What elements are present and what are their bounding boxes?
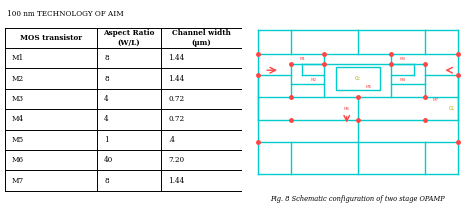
Text: M2: M2 [12, 75, 24, 83]
Text: M7: M7 [433, 98, 439, 102]
Text: M5: M5 [12, 136, 24, 144]
Text: 7.20: 7.20 [168, 156, 184, 164]
Text: M7: M7 [12, 177, 24, 185]
Text: 40: 40 [104, 156, 114, 164]
Text: 0.72: 0.72 [168, 95, 184, 103]
Text: M6: M6 [344, 107, 350, 111]
Text: MOS transistor: MOS transistor [20, 34, 82, 42]
Text: 100 nm TECHNOLOGY OF AIM: 100 nm TECHNOLOGY OF AIM [7, 10, 124, 18]
Text: Channel width
(μm): Channel width (μm) [172, 29, 231, 47]
Text: 4: 4 [104, 95, 109, 103]
Text: 1: 1 [104, 136, 109, 144]
Text: M2: M2 [310, 78, 316, 82]
Text: M4: M4 [12, 115, 24, 123]
Text: Cc: Cc [355, 76, 361, 81]
Text: .4: .4 [168, 136, 175, 144]
Text: Aspect Ratio
(W/L): Aspect Ratio (W/L) [103, 29, 155, 47]
Bar [336, 67, 380, 90]
Text: 8: 8 [104, 54, 109, 62]
Text: M6: M6 [12, 156, 24, 164]
Text: 1.44: 1.44 [168, 54, 184, 62]
Text: 8: 8 [104, 177, 109, 185]
Text: 8: 8 [104, 75, 109, 83]
Text: 1.44: 1.44 [168, 75, 184, 83]
Text: CL: CL [448, 106, 455, 111]
Text: M1: M1 [12, 54, 24, 62]
Text: M4: M4 [400, 78, 405, 82]
Text: 4: 4 [104, 115, 109, 123]
Text: M5: M5 [366, 85, 372, 89]
Text: M3: M3 [12, 95, 24, 103]
Text: 1.44: 1.44 [168, 177, 184, 185]
Text: Fig. 8 Schematic configuration of two stage OPAMP: Fig. 8 Schematic configuration of two st… [271, 195, 445, 203]
Text: M3: M3 [400, 56, 405, 61]
Text: M1: M1 [299, 56, 305, 61]
Text: 0.72: 0.72 [168, 115, 184, 123]
